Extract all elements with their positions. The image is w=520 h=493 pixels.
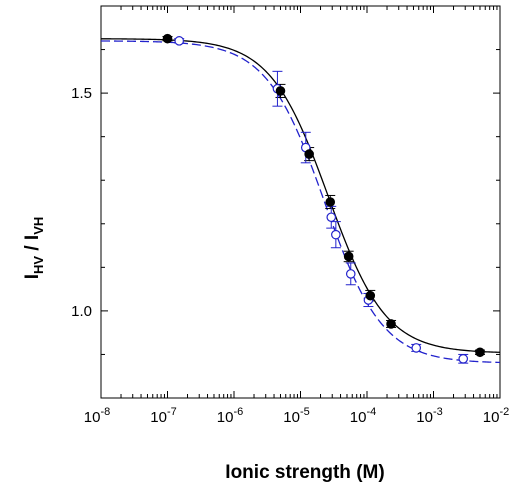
x-tick-label-base: 10: [150, 409, 167, 426]
data-point-filled: [162, 33, 173, 44]
x-tick-label-exp: -4: [366, 406, 376, 418]
x-tick-label: 10-3: [416, 406, 442, 426]
x-tick-label-base: 10: [483, 409, 500, 426]
x-tick-label: 10-5: [283, 406, 309, 426]
plot-frame: [100, 5, 501, 399]
data-point-filled: [343, 251, 354, 262]
x-tick-label-base: 10: [84, 409, 101, 426]
y-axis-title: IHV / IVH: [22, 217, 46, 280]
plot-border: [100, 5, 501, 399]
x-axis-ticks: 10-8 10-7 10-6 10-5 10-4 10-3 10-2: [84, 6, 509, 426]
y-tick-label: 1.5: [71, 85, 92, 102]
fit-curves: [100, 38, 501, 364]
data-point-open: [345, 269, 356, 279]
x-axis-title: Ionic strength (M): [225, 462, 384, 483]
x-tick-label-exp: -6: [233, 406, 243, 418]
x-tick-label: 10-8: [84, 406, 110, 426]
x-tick-label-exp: -8: [100, 406, 110, 418]
x-tick-label: 10-2: [483, 406, 509, 426]
x-tick-label-base: 10: [217, 409, 234, 426]
data-point-filled: [304, 149, 314, 159]
x-tick-label-base: 10: [283, 409, 300, 426]
y-axis-ticks: 1.0 1.5: [71, 5, 500, 399]
x-tick-label: 10-4: [350, 406, 376, 426]
x-tick-label-base: 10: [416, 409, 433, 426]
data-point-filled: [325, 197, 336, 207]
data-markers: [162, 33, 485, 364]
data-point-open: [331, 229, 341, 240]
data-point-filled: [386, 319, 396, 329]
x-tick-label-base: 10: [350, 409, 367, 426]
x-tick-label-exp: -3: [433, 406, 443, 418]
x-tick-label: 10-6: [217, 406, 243, 426]
y-tick-label: 1.0: [71, 303, 92, 320]
data-point-open: [174, 36, 185, 46]
data-point-filled: [365, 290, 376, 301]
x-tick-label-exp: -5: [300, 406, 310, 418]
fit-curve-dashed: [100, 40, 501, 364]
error-bars: [162, 35, 485, 364]
data-point-open: [411, 343, 422, 353]
x-tick-label: 10-7: [150, 406, 176, 426]
y-axis-title-sep: / I: [22, 235, 43, 256]
data-point-open: [326, 212, 337, 223]
y-axis-title-sub1: HV: [31, 256, 46, 274]
fit-curve-solid: [101, 38, 501, 353]
data-point-filled: [475, 347, 485, 358]
data-point-filled: [275, 86, 286, 96]
x-tick-label-exp: -7: [167, 406, 177, 418]
y-axis-title-main: I: [22, 274, 43, 279]
x-tick-label-exp: -2: [499, 406, 509, 418]
y-axis-title-sub2: VH: [31, 217, 46, 235]
data-point-open: [458, 353, 469, 364]
